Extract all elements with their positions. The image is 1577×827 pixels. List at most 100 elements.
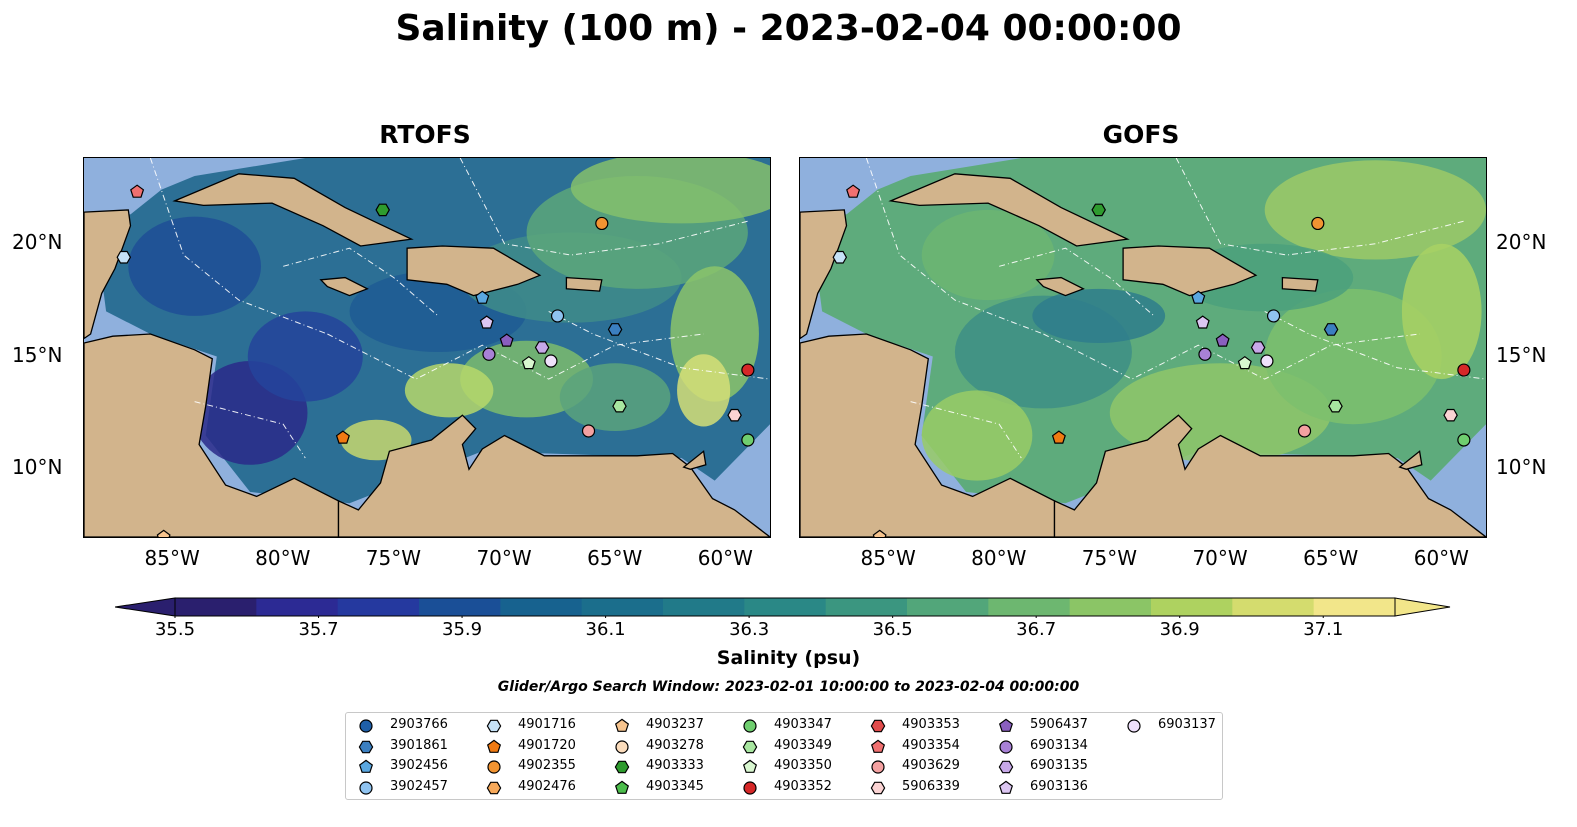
float-marker-3902457[interactable]	[550, 309, 565, 323]
float-marker-6903137[interactable]	[1260, 354, 1274, 368]
float-marker-3902457[interactable]	[1266, 309, 1281, 323]
float-marker-3902456[interactable]	[1191, 290, 1206, 304]
legend-marker-4902476[interactable]	[486, 781, 502, 794]
float-marker-4903237[interactable]	[156, 529, 171, 537]
float-marker-4903333[interactable]	[1091, 203, 1106, 217]
colorbar-label: Salinity (psu)	[716, 647, 861, 669]
lat-tick-label-right: 20°N	[1496, 229, 1547, 254]
legend-marker-4903278[interactable]	[615, 739, 629, 754]
legend-marker-5906437[interactable]	[998, 718, 1014, 732]
colorbar-segment	[825, 598, 908, 616]
legend-marker-6903135[interactable]	[998, 760, 1014, 774]
float-marker-5906437[interactable]	[499, 333, 514, 347]
legend-marker-6903136[interactable]	[998, 780, 1014, 794]
colorbar-segment	[1313, 598, 1396, 616]
float-marker-3901861[interactable]	[607, 323, 623, 336]
colorbar-segment	[744, 598, 827, 616]
legend-marker-6903137[interactable]	[1127, 719, 1141, 733]
legend-marker-3902456[interactable]	[358, 759, 374, 773]
float-marker-4903354[interactable]	[130, 184, 145, 198]
legend-marker-5906339[interactable]	[870, 781, 886, 794]
map-panel-gofs[interactable]	[799, 157, 1487, 538]
legend-label: 4902476	[518, 778, 576, 794]
legend-marker-6903134[interactable]	[999, 739, 1013, 754]
legend-label: 6903134	[1030, 737, 1088, 753]
float-marker-4901720[interactable]	[335, 430, 350, 444]
legend-label: 5906339	[902, 778, 960, 794]
float-marker-5906339[interactable]	[727, 408, 742, 422]
panel-title-gofs: GOFS	[1102, 120, 1180, 149]
legend-marker-4901720[interactable]	[486, 739, 502, 753]
legend-marker-3901861[interactable]	[358, 740, 374, 753]
float-legend: 2903766 3901861 3902456 3902457 4901716 49017…	[345, 712, 1223, 800]
colorbar-tick-label: 35.9	[442, 619, 483, 640]
landmass-jamaica	[319, 276, 369, 297]
legend-marker-4903347[interactable]	[743, 719, 757, 733]
float-marker-4901716[interactable]	[116, 250, 132, 264]
legend-marker-4903345[interactable]	[614, 780, 630, 794]
float-marker-6903134[interactable]	[1198, 347, 1212, 361]
float-marker-6903137[interactable]	[544, 354, 558, 368]
float-marker-6903134[interactable]	[482, 347, 496, 361]
colorbar-segment	[1069, 598, 1152, 616]
legend-marker-4903237[interactable]	[614, 718, 630, 732]
float-marker-4903350[interactable]	[521, 355, 536, 370]
legend-label: 6903136	[1030, 778, 1088, 794]
legend-label: 3902457	[390, 778, 448, 794]
legend-marker-4903352[interactable]	[743, 780, 757, 795]
float-marker-3901861[interactable]	[1323, 323, 1339, 336]
float-marker-5906437[interactable]	[1215, 333, 1230, 347]
float-marker-4903354[interactable]	[846, 184, 861, 198]
float-marker-4903629[interactable]	[581, 424, 596, 438]
float-marker-4903350[interactable]	[1237, 355, 1252, 370]
lat-tick-label-left: 10°N	[12, 455, 63, 480]
legend-marker-4903353[interactable]	[870, 719, 886, 733]
legend-label: 4901720	[518, 737, 576, 753]
float-marker-4903333[interactable]	[375, 203, 390, 217]
colorbar-segment	[500, 598, 583, 616]
float-marker-4901716[interactable]	[832, 250, 848, 264]
legend-marker-4903629[interactable]	[871, 760, 885, 774]
landmass-trinidad	[682, 450, 707, 470]
colorbar-segment	[175, 598, 257, 616]
legend-marker-4901716[interactable]	[486, 719, 502, 733]
legend-label: 3901861	[390, 737, 448, 753]
float-marker-6903135[interactable]	[1250, 341, 1266, 354]
legend-marker-4903333[interactable]	[614, 760, 630, 774]
float-marker-6903136[interactable]	[1195, 315, 1210, 329]
legend-marker-4902355[interactable]	[487, 760, 501, 774]
float-marker-4903352[interactable]	[1457, 363, 1471, 377]
float-marker-5906339[interactable]	[1443, 408, 1458, 422]
colorbar-segment	[988, 598, 1071, 616]
float-marker-4903349[interactable]	[1328, 399, 1343, 413]
float-marker-4901720[interactable]	[1051, 430, 1066, 444]
float-marker-4902355[interactable]	[595, 216, 609, 231]
legend-label: 2903766	[390, 717, 448, 732]
landmass-hispaniola	[1122, 245, 1258, 297]
float-marker-6903136[interactable]	[479, 315, 494, 329]
legend-marker-4903350[interactable]	[742, 759, 758, 773]
legend-label: 4901716	[518, 717, 576, 732]
lon-tick-label: 60°W	[697, 546, 753, 570]
legend-label: 4903350	[774, 758, 832, 773]
float-marker-6903135[interactable]	[534, 341, 550, 354]
landmass-jamaica	[1035, 276, 1085, 297]
legend-marker-4903354[interactable]	[870, 739, 886, 753]
legend-marker-3902457[interactable]	[359, 780, 373, 795]
legend-marker-4903349[interactable]	[742, 740, 758, 753]
float-marker-4903352[interactable]	[741, 363, 755, 377]
legend-label: 4903354	[902, 737, 960, 753]
float-marker-4903347[interactable]	[741, 433, 755, 447]
float-marker-3902456[interactable]	[475, 290, 490, 304]
float-marker-4903629[interactable]	[1297, 424, 1312, 438]
colorbar-tick-label: 36.5	[872, 619, 913, 640]
float-marker-4903237[interactable]	[872, 529, 887, 537]
float-marker-4903349[interactable]	[612, 399, 627, 413]
float-marker-4902355[interactable]	[1311, 216, 1325, 231]
lon-tick-label: 80°W	[971, 546, 1027, 570]
legend-marker-2903766[interactable]	[359, 719, 373, 733]
float-marker-4903347[interactable]	[1457, 433, 1471, 447]
map-panel-rtofs[interactable]	[83, 157, 771, 538]
colorbar-segment	[337, 598, 420, 616]
lat-tick-label-right: 10°N	[1496, 455, 1547, 480]
